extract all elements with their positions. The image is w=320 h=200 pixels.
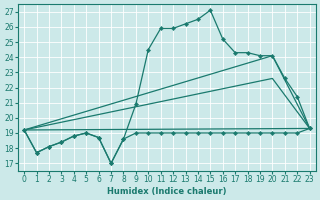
X-axis label: Humidex (Indice chaleur): Humidex (Indice chaleur): [107, 187, 227, 196]
